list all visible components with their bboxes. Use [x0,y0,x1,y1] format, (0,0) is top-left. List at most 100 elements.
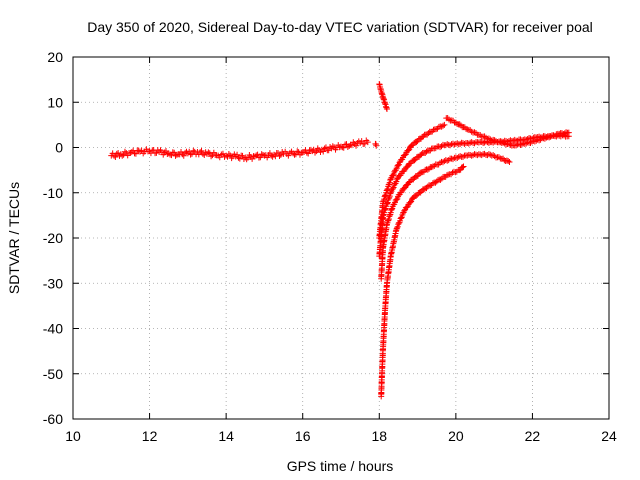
data-point [187,151,194,158]
data-point [382,192,389,199]
data-point [339,144,346,151]
series-curve-4 [376,121,448,241]
data-point [398,214,405,221]
data-point [313,148,320,155]
data-point [401,207,408,214]
data-point [407,199,414,206]
data-point [219,150,226,157]
data-point [506,158,513,165]
data-point [180,152,187,159]
series-upper-spike [376,81,390,113]
y-tick-label: 0 [55,140,63,156]
data-point [153,149,160,156]
data-point [380,198,387,205]
data-point [258,151,265,158]
data-point [389,172,396,179]
data-point [119,152,126,159]
y-tick-label: 20 [47,49,63,65]
x-axis-label: GPS time / hours [287,458,394,474]
data-point [387,190,394,197]
data-point [361,140,368,147]
data-point [198,147,205,154]
data-point [266,150,273,157]
data-point [384,199,391,206]
data-point [338,143,344,150]
data-point [441,121,448,128]
series-curve-2 [378,150,513,282]
series-baseline [108,137,371,163]
x-tick-label: 20 [448,428,464,444]
data-point [363,137,370,144]
data-point [428,164,435,171]
data-point [443,172,450,179]
data-point [348,142,355,149]
x-tick-label: 24 [601,428,617,444]
data-point [386,179,393,186]
data-point [495,138,502,145]
data-point [518,141,525,148]
data-point [394,224,401,231]
data-point [353,142,360,149]
data-point [437,159,444,166]
data-point [565,129,572,136]
series-deep-dip [378,163,467,400]
data-point [128,149,135,156]
y-tick-label: 10 [47,94,63,110]
data-point [201,152,208,159]
data-point [290,150,297,157]
data-point [395,162,402,169]
x-tick-label: 10 [65,428,81,444]
data-point [485,151,492,158]
data-point [465,140,472,147]
data-point [329,143,336,150]
data-point [523,140,530,147]
data-point [115,150,122,157]
data-point [384,186,391,193]
data-point [393,196,400,203]
data-point [310,146,317,153]
x-tick-label: 22 [525,428,541,444]
data-point [384,185,391,192]
y-axis-label: SDTVAR / TECUs [6,182,22,294]
data-point [460,153,467,160]
data-point [418,151,425,158]
y-tick-label: -40 [43,321,63,337]
data-point [390,184,397,191]
data-point [276,153,283,160]
data-point [437,176,444,183]
data-point [460,163,467,170]
series-late-arc [443,115,572,149]
y-tick-label: -20 [43,230,63,246]
data-point [424,183,431,190]
data-point [463,125,470,132]
x-tick-label: 12 [142,428,158,444]
data-point [471,140,478,147]
y-tick-label: -30 [43,275,63,291]
data-point [446,116,453,123]
data-point [413,193,420,200]
data-point [440,122,447,129]
data-point [445,157,452,164]
x-tick-label: 14 [218,428,234,444]
data-point [364,139,371,146]
data-point [431,162,438,169]
data-point [208,153,215,160]
data-point [491,153,498,160]
data-point [268,152,275,159]
data-point [312,149,319,156]
data-series [108,81,572,400]
data-point [294,148,301,155]
y-tick-label: -50 [43,366,63,382]
data-point [254,151,261,158]
data-point [121,148,128,155]
data-point [480,140,487,147]
data-point [424,166,431,173]
data-point [383,106,390,113]
data-point [561,130,568,137]
chart-title: Day 350 of 2020, Sidereal Day-to-day VTE… [87,19,593,35]
data-point [305,150,312,157]
data-point [537,136,544,143]
y-tick-label: -60 [43,411,63,427]
data-point [277,151,284,158]
data-point [425,130,432,137]
